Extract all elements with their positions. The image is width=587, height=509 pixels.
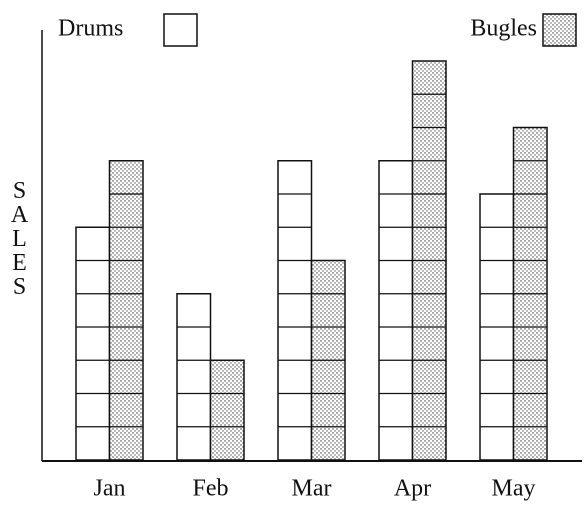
bar: [209, 359, 245, 461]
bar: [277, 160, 313, 461]
legend-label: Bugles: [470, 16, 537, 42]
bar: [176, 293, 212, 461]
bar: [378, 160, 414, 461]
x-tick-label: Apr: [394, 476, 431, 502]
legend-swatch: [542, 13, 577, 47]
legend-swatch: [163, 13, 198, 47]
x-tick-label: Feb: [193, 476, 229, 502]
x-tick-label: May: [492, 476, 536, 502]
legend-label: Drums: [58, 16, 123, 42]
x-tick-label: Mar: [292, 476, 332, 502]
bar: [75, 226, 111, 461]
y-axis-label: SALES: [6, 178, 32, 298]
bar: [108, 160, 144, 461]
x-tick-label: Jan: [94, 476, 126, 502]
